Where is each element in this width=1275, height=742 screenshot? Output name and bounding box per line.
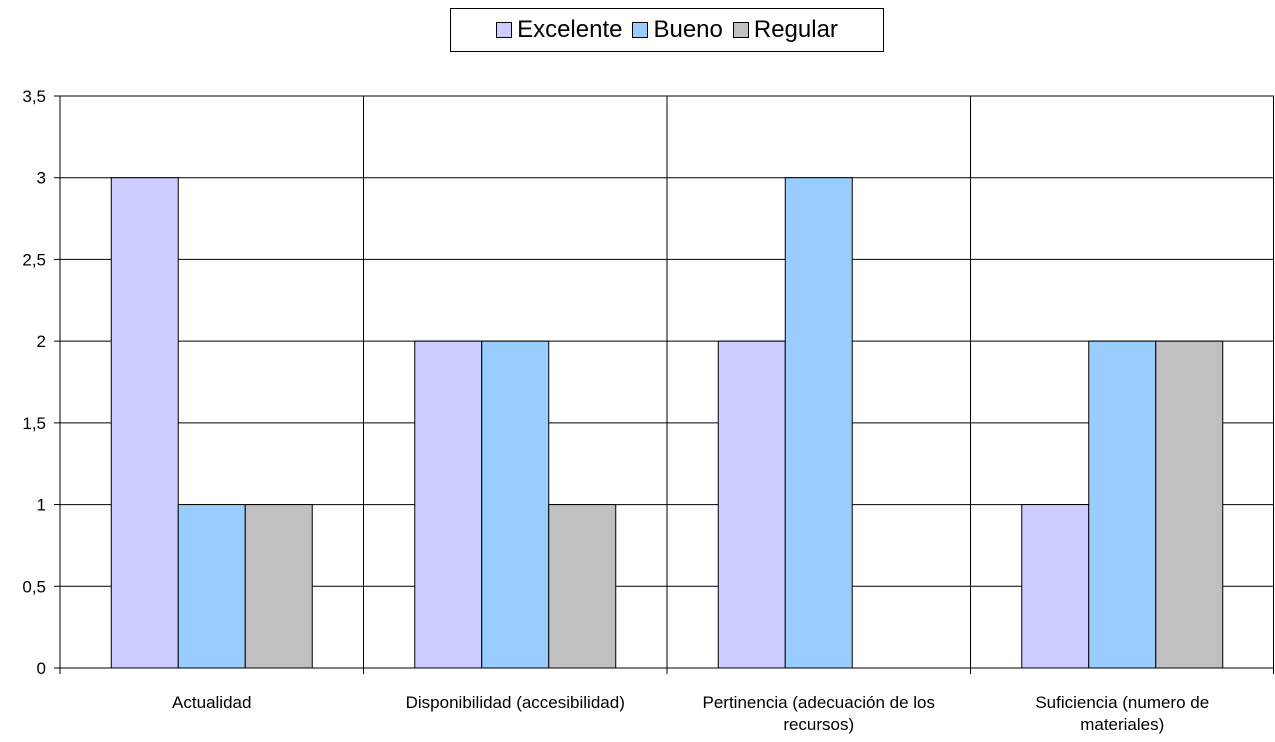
x-tick-label-line: Suficiencia (numero de: [1035, 693, 1209, 712]
legend-swatch-bueno: [632, 22, 649, 38]
legend-swatch-regular: [732, 22, 749, 38]
bar-bueno: [177, 504, 246, 669]
y-tick-label: 1: [37, 496, 46, 515]
x-tick-label-line: materiales): [1080, 715, 1164, 734]
bar-bueno: [481, 340, 550, 669]
bar-regular: [1155, 340, 1224, 669]
x-tick-label-line: recursos): [783, 715, 854, 734]
x-tick-label: Pertinencia (adecuación de los recursos): [703, 693, 935, 734]
y-tick-label: 2,5: [22, 250, 46, 269]
bar-regular: [244, 504, 313, 669]
y-tick-label: 0: [37, 659, 46, 678]
bar-bueno: [1088, 340, 1157, 669]
legend-item-excelente: Excelente: [496, 16, 622, 44]
y-tick-label: 3: [37, 169, 46, 188]
legend-item-regular: Regular: [732, 16, 838, 44]
legend-label-regular: Regular: [753, 16, 838, 43]
y-tick-label: 1,5: [22, 414, 46, 433]
x-tick-label: Disponibilidad (accesibilidad): [406, 693, 625, 712]
bar-excelente: [110, 177, 179, 669]
x-tick-label-line: Disponibilidad (accesibilidad): [406, 693, 625, 712]
bar-excelente: [1021, 504, 1090, 669]
x-tick-label-line: Pertinencia (adecuación de los: [703, 693, 935, 712]
legend-item-bueno: Bueno: [632, 16, 723, 44]
y-tick-label: 2: [37, 332, 46, 351]
legend-swatch-excelente: [496, 22, 513, 38]
bars: [110, 177, 1224, 669]
bar-excelente: [717, 340, 786, 669]
legend-label-bueno: Bueno: [653, 16, 723, 43]
bar-regular: [548, 504, 617, 669]
x-tick-label-line: Actualidad: [172, 693, 251, 712]
chart-legend: Excelente Bueno Regular: [450, 8, 884, 52]
bar-bueno: [784, 177, 853, 669]
y-tick-label: 3,5: [22, 87, 46, 106]
axes: [54, 95, 1274, 674]
x-tick-label: Suficiencia (numero de materiales): [1035, 693, 1209, 734]
legend-label-excelente: Excelente: [517, 16, 623, 43]
x-tick-label: Actualidad: [172, 693, 251, 712]
bar-excelente: [414, 340, 483, 669]
y-tick-label: 0,5: [22, 577, 46, 596]
axis-labels: 0 0,5 1 1,5 2 2,5 3 3,5 Actualidad Disponibilidad…: [22, 87, 1209, 734]
